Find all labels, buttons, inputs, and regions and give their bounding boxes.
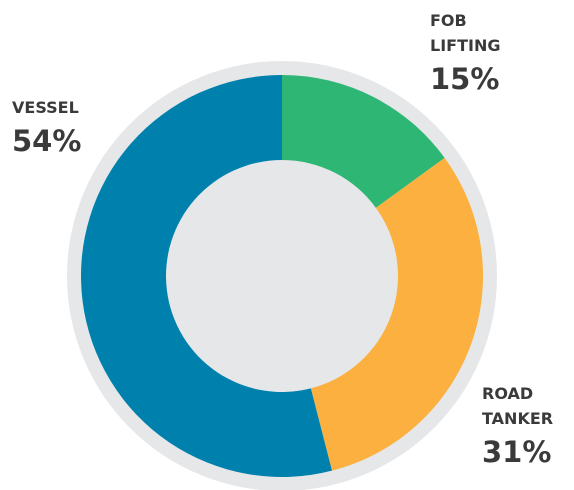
- donut-slice: [282, 75, 445, 208]
- slice-label: ROAD TANKER 31%: [482, 381, 574, 469]
- category-label: ROAD TANKER: [482, 384, 554, 428]
- value-label: 15%: [430, 62, 500, 96]
- slice-label: VESSEL 54%: [12, 95, 107, 158]
- donut-slice: [80, 75, 332, 477]
- slice-label: FOB LIFTING 15%: [430, 8, 525, 96]
- value-label: 31%: [482, 435, 552, 469]
- category-label: FOB LIFTING: [430, 11, 501, 55]
- value-label: 54%: [12, 124, 82, 158]
- category-label: VESSEL: [12, 98, 79, 117]
- donut-slice: [310, 157, 483, 471]
